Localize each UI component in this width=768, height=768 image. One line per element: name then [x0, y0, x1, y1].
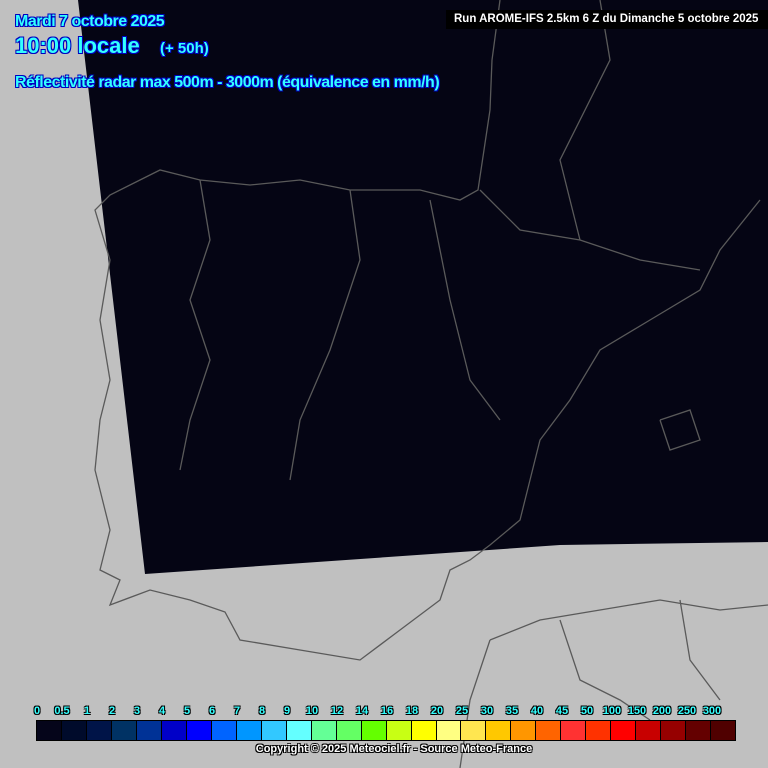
- legend-label: 5: [183, 705, 191, 717]
- legend-swatch: [561, 721, 587, 740]
- legend-swatch: [536, 721, 562, 740]
- legend-swatch: [486, 721, 512, 740]
- legend-label: 300: [702, 705, 722, 717]
- legend-swatch: [111, 721, 137, 740]
- legend-label: 0: [33, 705, 41, 717]
- legend-label: 10: [305, 705, 319, 717]
- legend-label: 20: [430, 705, 444, 717]
- color-scale-legend: [36, 720, 736, 741]
- legend-swatch: [211, 721, 237, 740]
- legend-swatch: [336, 721, 362, 740]
- legend-swatch: [686, 721, 712, 740]
- legend-label: 250: [677, 705, 697, 717]
- legend-swatch: [236, 721, 262, 740]
- legend-label: 18: [405, 705, 419, 717]
- forecast-date: Mardi 7 octobre 2025: [15, 13, 165, 30]
- legend-label: 4: [158, 705, 166, 717]
- model-run-label: Run AROME-IFS 2.5km 6 Z du Dimanche 5 oc…: [446, 10, 768, 29]
- legend-swatch: [361, 721, 387, 740]
- legend-label: 35: [505, 705, 519, 717]
- legend-label: 6: [208, 705, 216, 717]
- legend-swatch: [511, 721, 537, 740]
- legend-label: 7: [233, 705, 241, 717]
- legend-label: 3: [133, 705, 141, 717]
- legend-swatch: [37, 721, 62, 740]
- legend-label: 50: [580, 705, 594, 717]
- legend-swatch: [186, 721, 212, 740]
- legend-label: 2: [108, 705, 116, 717]
- legend-label: 150: [627, 705, 647, 717]
- legend-swatch: [411, 721, 437, 740]
- legend-swatch: [61, 721, 87, 740]
- legend-label: 200: [652, 705, 672, 717]
- legend-label: 16: [380, 705, 394, 717]
- legend-swatch: [636, 721, 662, 740]
- model-domain: [78, 0, 768, 574]
- legend-swatch: [86, 721, 112, 740]
- forecast-time: 10:00 locale: [15, 33, 140, 58]
- legend-label: 40: [530, 705, 544, 717]
- legend-labels: 0 0.5 1 2 3 4 5 6 7 8 9 10 12 14 16 18 20 25 30 35 40 45 50 100…: [34, 705, 736, 719]
- legend-swatch: [611, 721, 637, 740]
- legend-swatch: [161, 721, 187, 740]
- legend-swatch: [286, 721, 312, 740]
- legend-label: 25: [455, 705, 469, 717]
- legend-swatch: [461, 721, 487, 740]
- legend-swatch: [136, 721, 162, 740]
- legend-swatch: [261, 721, 287, 740]
- parameter-title: Réflectivité radar max 500m - 3000m (équ…: [15, 74, 440, 91]
- legend-swatch: [661, 721, 687, 740]
- legend-swatch: [311, 721, 337, 740]
- borders: [94, 0, 768, 768]
- legend-label: 100: [602, 705, 622, 717]
- legend-label: 30: [480, 705, 494, 717]
- legend-swatch: [436, 721, 462, 740]
- legend-label: 8: [258, 705, 266, 717]
- copyright: Copyright © 2025 Meteociel.fr - Source M…: [255, 743, 533, 755]
- legend-swatch: [711, 721, 736, 740]
- legend-label: 9: [283, 705, 291, 717]
- legend-label: 12: [330, 705, 344, 717]
- legend-label: 45: [555, 705, 569, 717]
- lead-time: (+ 50h): [160, 40, 209, 57]
- legend-swatch: [586, 721, 612, 740]
- legend-label: 0.5: [54, 705, 70, 717]
- legend-swatch: [386, 721, 412, 740]
- legend-label: 14: [355, 705, 369, 717]
- legend-label: 1: [83, 705, 91, 717]
